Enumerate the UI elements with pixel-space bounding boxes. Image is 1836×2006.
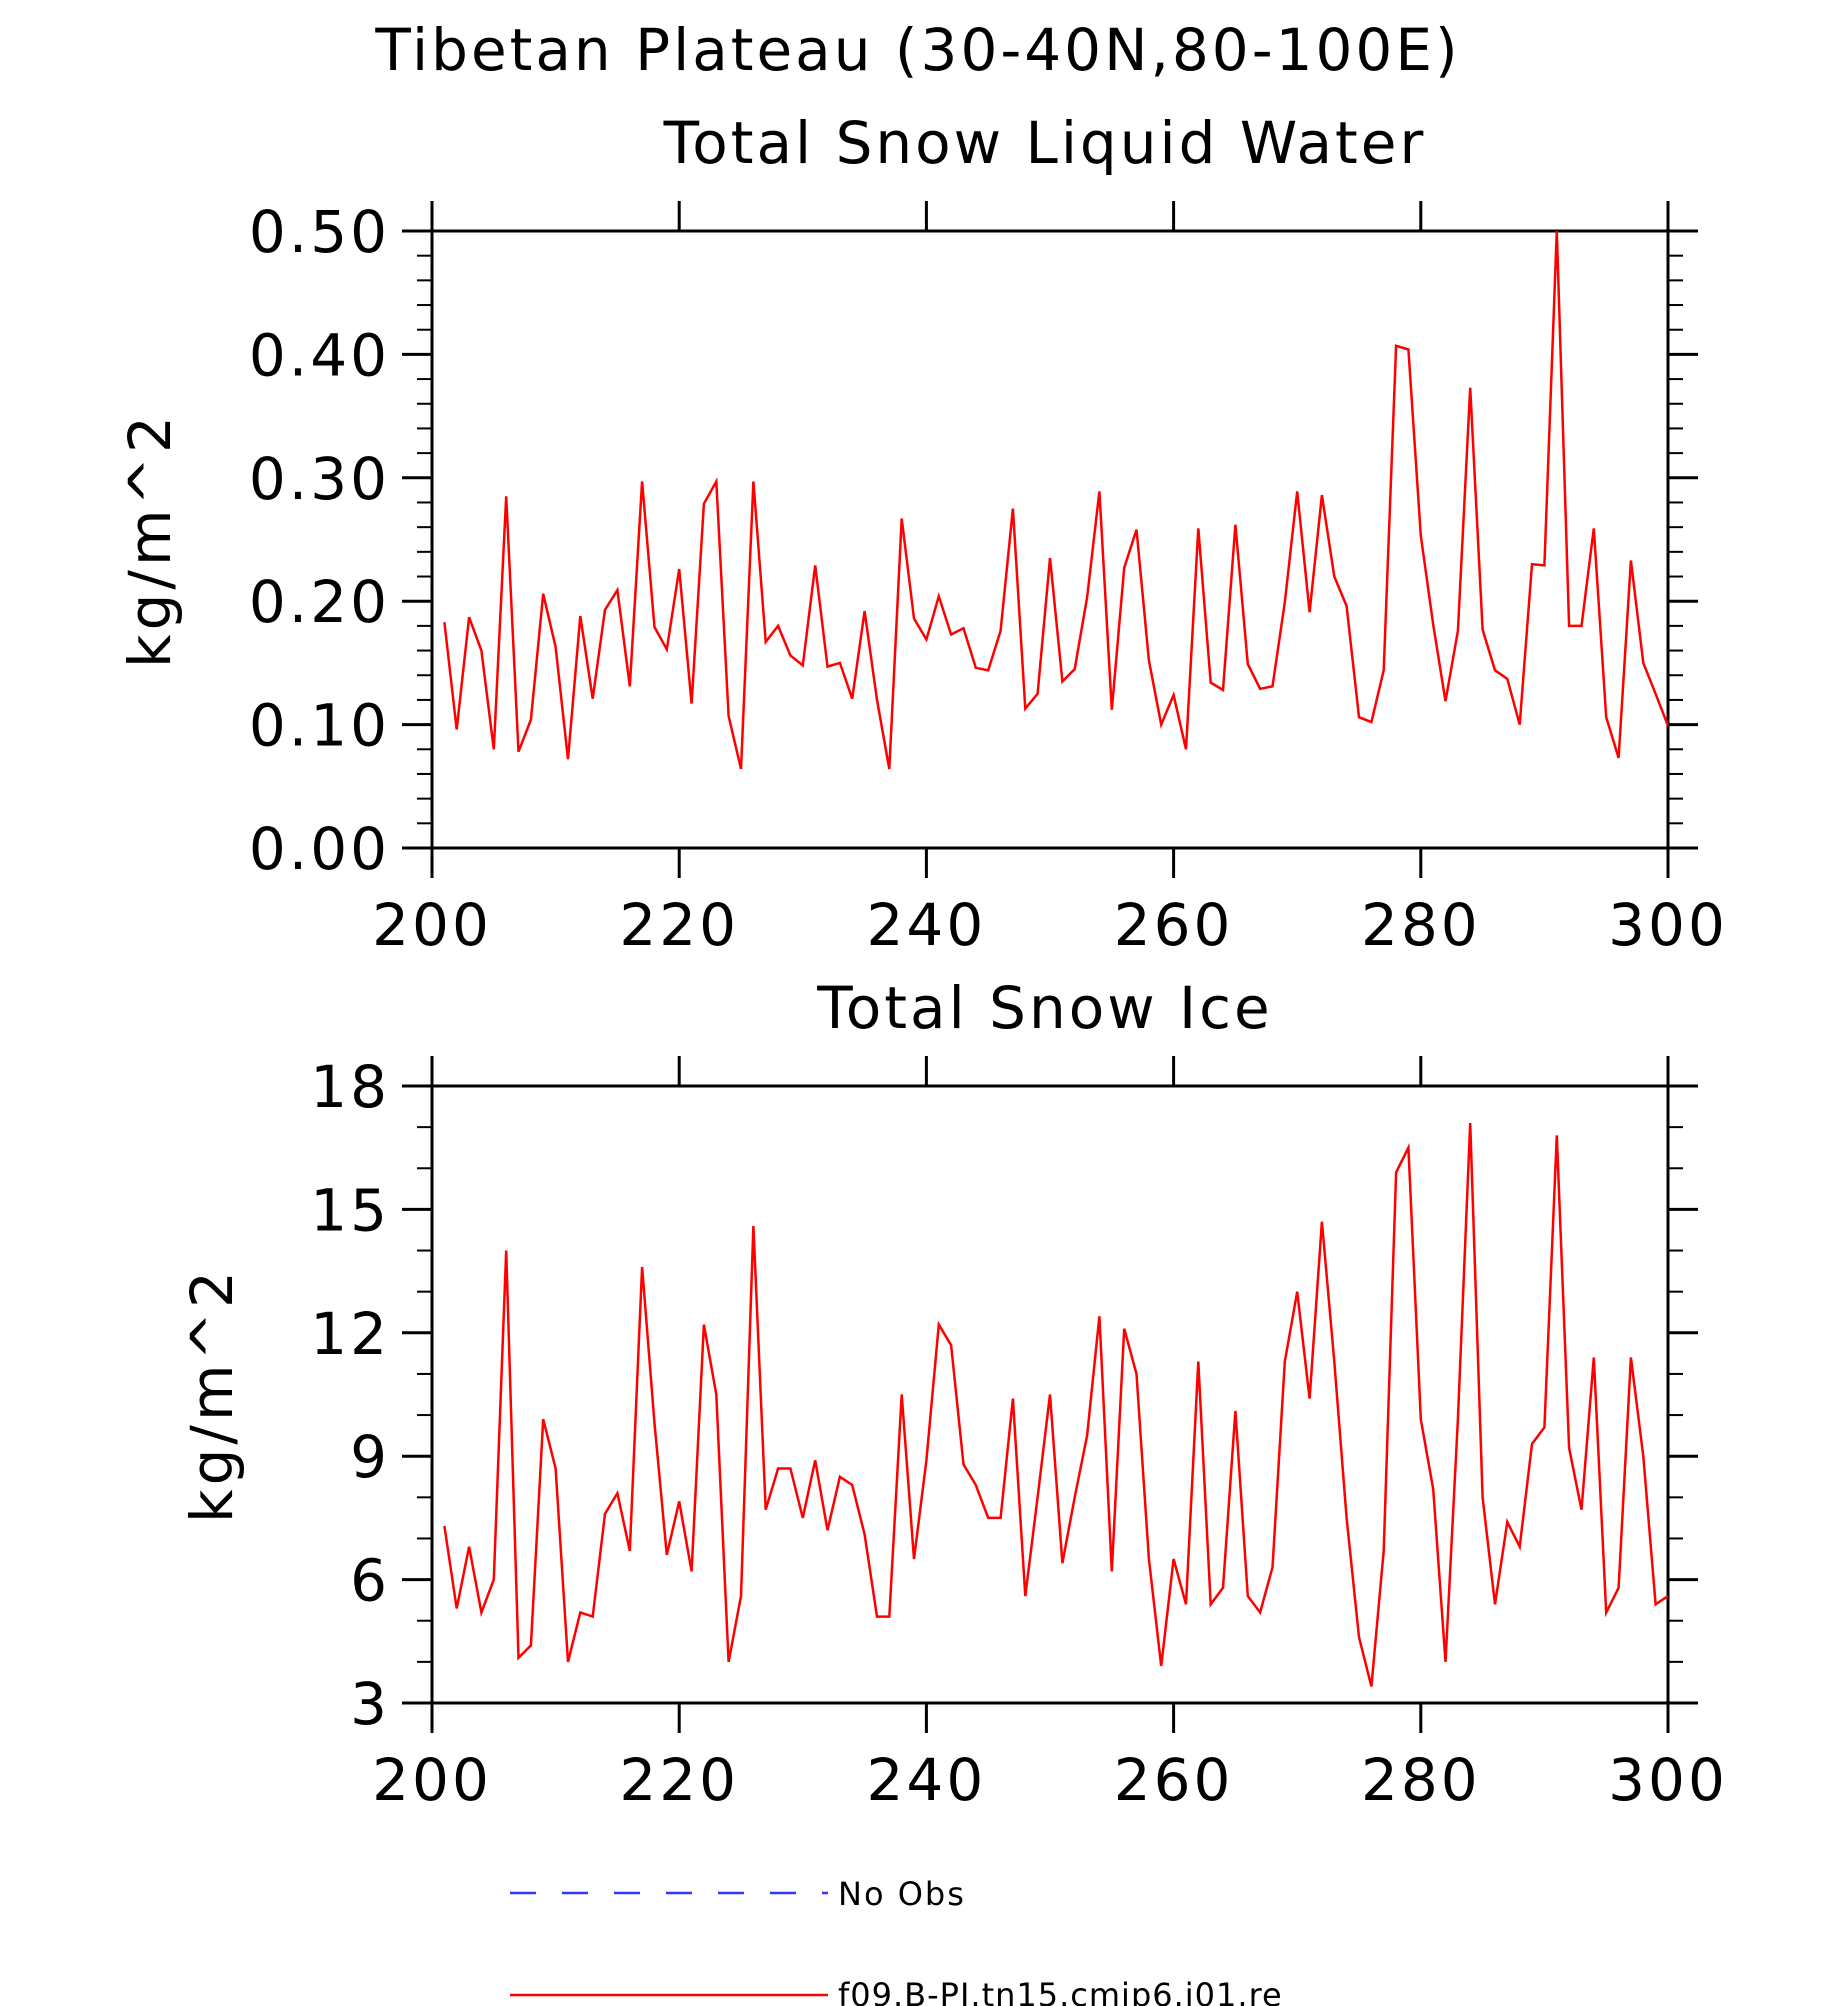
x-tick-label: 280 bbox=[1361, 891, 1481, 959]
y-tick-label: 18 bbox=[310, 1053, 390, 1121]
y-axis-label: kg/m^2 bbox=[178, 1267, 246, 1523]
y-tick-label: 0.40 bbox=[249, 321, 390, 389]
panel-1-plot: 200 220 240 260 280 300 0.00 0.10 0.20 0.30 0.40 0.… bbox=[116, 198, 1728, 959]
y-tick-label: 0.30 bbox=[249, 445, 390, 513]
series-line bbox=[443, 1122, 1669, 1687]
x-tick-label: 300 bbox=[1608, 1746, 1728, 1814]
x-tick-label: 220 bbox=[619, 1746, 739, 1814]
y-tick-label: 9 bbox=[350, 1423, 390, 1491]
plot-frame bbox=[430, 229, 1670, 850]
x-tick-label: 260 bbox=[1114, 1746, 1234, 1814]
panel-2-title: Total Snow Ice bbox=[816, 974, 1273, 1042]
y-tick-label: 0.00 bbox=[249, 815, 390, 883]
y-tick-label: 6 bbox=[350, 1547, 390, 1615]
x-tick-label: 240 bbox=[867, 891, 987, 959]
x-tick-label: 280 bbox=[1361, 1746, 1481, 1814]
x-tick-label: 300 bbox=[1608, 891, 1728, 959]
legend: No Obs f09.B-PI.tn15.cmip6.j01.re bbox=[510, 1875, 1283, 2006]
series-line bbox=[443, 230, 1670, 770]
plot-frame bbox=[430, 1084, 1670, 1705]
y-tick-label: 0.20 bbox=[249, 568, 390, 636]
x-tick-label: 240 bbox=[867, 1746, 987, 1814]
y-tick-label: 0.10 bbox=[249, 692, 390, 760]
x-tick-label: 200 bbox=[372, 1746, 492, 1814]
y-tick-label: 15 bbox=[310, 1176, 390, 1244]
legend-label-series: f09.B-PI.tn15.cmip6.j01.re bbox=[838, 1976, 1283, 2006]
y-axis-label: kg/m^2 bbox=[116, 412, 184, 668]
legend-label-no-obs: No Obs bbox=[838, 1875, 966, 1913]
y-tick-label: 0.50 bbox=[249, 198, 390, 266]
panel-1-title: Total Snow Liquid Water bbox=[663, 109, 1427, 177]
y-tick-label: 3 bbox=[350, 1670, 390, 1738]
x-tick-label: 260 bbox=[1114, 891, 1234, 959]
figure-title: Tibetan Plateau (30-40N,80-100E) bbox=[374, 16, 1460, 84]
y-tick-label: 12 bbox=[310, 1300, 390, 1368]
x-tick-label: 220 bbox=[619, 891, 739, 959]
panel-2-plot: 200 220 240 260 280 300 3 6 9 12 15 18 kg/m^2 bbox=[178, 1053, 1728, 1814]
x-tick-label: 200 bbox=[372, 891, 492, 959]
